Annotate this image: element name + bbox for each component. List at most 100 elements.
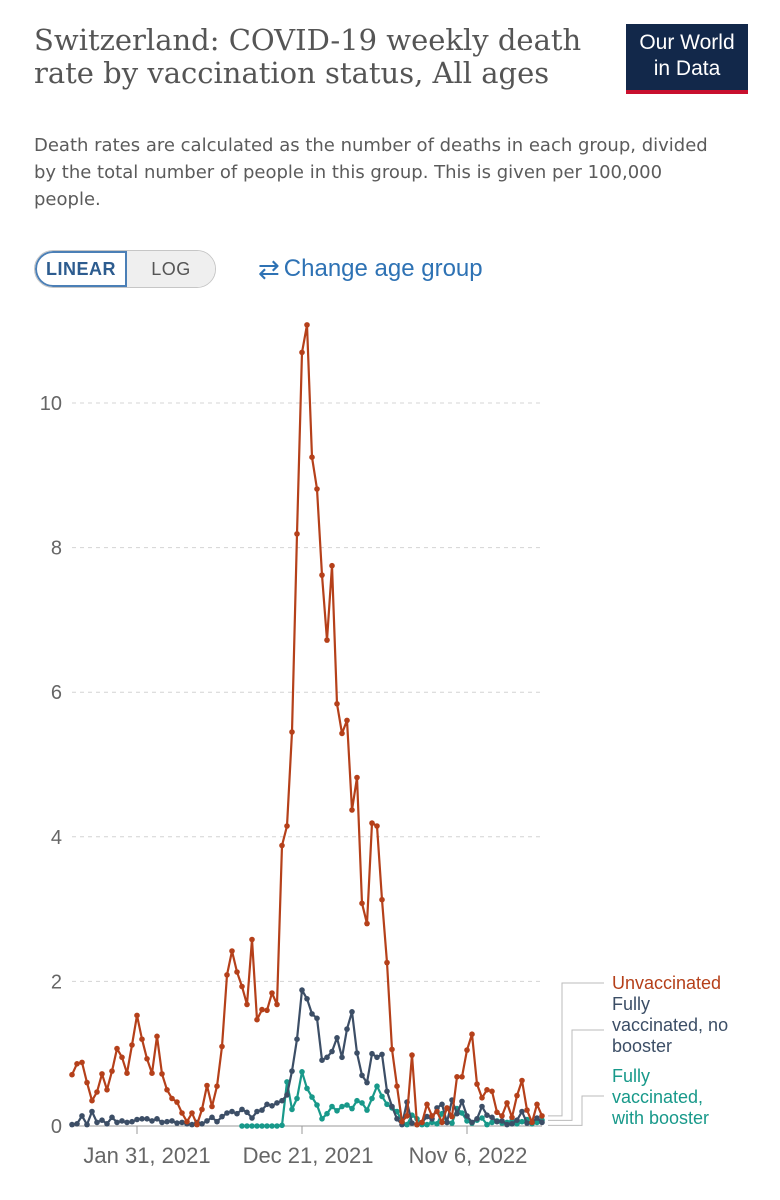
data-point-unvaccinated <box>429 1113 435 1119</box>
x-tick-label-1: Dec 21, 2021 <box>243 1143 374 1168</box>
linear-scale-button[interactable]: LINEAR <box>35 251 127 287</box>
data-point-fully-vaccinated-with-booster <box>334 1108 340 1114</box>
data-point-unvaccinated <box>494 1109 500 1116</box>
data-point-unvaccinated <box>339 730 345 737</box>
data-point-unvaccinated <box>294 531 300 537</box>
data-point-fully-vaccinated-no-booster <box>469 1119 475 1126</box>
data-point-unvaccinated <box>289 729 295 735</box>
data-point-unvaccinated <box>489 1088 495 1095</box>
data-point-unvaccinated <box>434 1108 440 1115</box>
data-point-fully-vaccinated-no-booster <box>79 1113 85 1119</box>
data-point-unvaccinated <box>364 920 370 927</box>
data-point-unvaccinated <box>134 1012 140 1019</box>
data-point-fully-vaccinated-with-booster <box>314 1102 320 1108</box>
data-point-fully-vaccinated-no-booster <box>324 1054 330 1061</box>
data-point-fully-vaccinated-no-booster <box>224 1110 230 1116</box>
series-unvaccinated <box>69 322 545 1128</box>
data-point-fully-vaccinated-no-booster <box>384 1088 390 1095</box>
data-point-fully-vaccinated-with-booster <box>254 1123 260 1129</box>
data-point-fully-vaccinated-no-booster <box>244 1109 250 1116</box>
legend-label-fully-no-booster-line-3: booster <box>612 1036 672 1056</box>
data-point-unvaccinated <box>334 701 340 707</box>
data-point-fully-vaccinated-no-booster <box>339 1054 345 1061</box>
data-point-fully-vaccinated-with-booster <box>279 1122 285 1129</box>
data-point-unvaccinated <box>369 820 375 826</box>
data-point-fully-vaccinated-with-booster <box>324 1110 330 1117</box>
scale-toggle: LINEAR LOG <box>34 250 216 288</box>
data-point-fully-vaccinated-no-booster <box>539 1119 545 1126</box>
series-line-unvaccinated <box>71 323 544 1126</box>
data-point-unvaccinated <box>184 1118 190 1125</box>
data-point-fully-vaccinated-with-booster <box>489 1119 495 1126</box>
data-point-unvaccinated <box>254 1016 260 1023</box>
data-point-unvaccinated <box>374 823 380 829</box>
data-point-fully-vaccinated-with-booster <box>354 1097 360 1104</box>
data-point-unvaccinated <box>79 1059 85 1066</box>
data-point-unvaccinated <box>169 1095 175 1102</box>
data-point-fully-vaccinated-no-booster <box>209 1114 215 1121</box>
y-tick-label-2: 2 <box>51 971 62 993</box>
data-point-fully-vaccinated-with-booster <box>404 1121 410 1128</box>
data-point-fully-vaccinated-with-booster <box>304 1085 310 1092</box>
data-point-fully-vaccinated-no-booster <box>524 1120 530 1126</box>
data-point-fully-vaccinated-no-booster <box>454 1110 460 1117</box>
data-point-unvaccinated <box>389 1046 395 1053</box>
data-point-fully-vaccinated-no-booster <box>204 1118 210 1124</box>
data-point-unvaccinated <box>469 1031 475 1037</box>
data-point-fully-vaccinated-with-booster <box>379 1093 385 1100</box>
data-point-unvaccinated <box>204 1082 210 1089</box>
data-point-fully-vaccinated-no-booster <box>234 1110 240 1117</box>
data-point-fully-vaccinated-no-booster <box>174 1120 180 1126</box>
data-point-unvaccinated <box>314 486 320 492</box>
data-point-fully-vaccinated-no-booster <box>74 1121 80 1127</box>
data-point-fully-vaccinated-no-booster <box>274 1100 280 1106</box>
data-point-fully-vaccinated-no-booster <box>374 1054 380 1061</box>
data-point-fully-vaccinated-with-booster <box>329 1103 335 1110</box>
y-tick-label-10: 10 <box>40 393 62 415</box>
data-point-fully-vaccinated-no-booster <box>264 1101 270 1108</box>
data-point-unvaccinated <box>519 1077 525 1084</box>
data-point-fully-vaccinated-no-booster <box>279 1097 285 1104</box>
data-point-unvaccinated <box>404 1113 410 1119</box>
data-point-unvaccinated <box>194 1121 200 1128</box>
data-point-fully-vaccinated-no-booster <box>149 1118 155 1124</box>
data-point-unvaccinated <box>299 349 305 356</box>
data-point-unvaccinated <box>324 637 330 643</box>
data-point-fully-vaccinated-no-booster <box>359 1072 365 1079</box>
data-point-fully-vaccinated-no-booster <box>369 1050 375 1057</box>
data-point-unvaccinated <box>344 717 350 724</box>
data-point-fully-vaccinated-no-booster <box>164 1118 170 1125</box>
y-tick-label-8: 8 <box>51 538 62 560</box>
data-point-fully-vaccinated-no-booster <box>424 1113 430 1120</box>
data-point-fully-vaccinated-no-booster <box>479 1103 485 1110</box>
data-point-fully-vaccinated-no-booster <box>484 1112 490 1118</box>
data-point-unvaccinated <box>129 1042 135 1048</box>
data-point-fully-vaccinated-no-booster <box>509 1121 515 1127</box>
data-point-fully-vaccinated-no-booster <box>294 1036 300 1042</box>
y-tick-label-6: 6 <box>51 682 62 704</box>
data-point-unvaccinated <box>234 969 240 975</box>
legend-label-fully-no-booster-line-1: Fully <box>612 994 650 1014</box>
data-point-fully-vaccinated-no-booster <box>84 1121 90 1128</box>
data-point-fully-vaccinated-with-booster <box>264 1123 270 1129</box>
data-point-fully-vaccinated-with-booster <box>434 1121 440 1127</box>
data-point-fully-vaccinated-no-booster <box>394 1116 400 1122</box>
data-point-unvaccinated <box>219 1043 225 1050</box>
change-age-group-button[interactable]: ⇄ Change age group <box>258 252 483 286</box>
data-point-fully-vaccinated-with-booster <box>459 1110 465 1116</box>
data-point-unvaccinated <box>504 1100 510 1106</box>
data-point-fully-vaccinated-with-booster <box>239 1123 245 1129</box>
data-point-fully-vaccinated-no-booster <box>119 1118 125 1124</box>
data-point-unvaccinated <box>189 1110 195 1116</box>
data-point-fully-vaccinated-no-booster <box>519 1108 525 1115</box>
data-point-unvaccinated <box>264 1007 270 1014</box>
data-point-fully-vaccinated-no-booster <box>189 1121 195 1128</box>
data-point-fully-vaccinated-with-booster <box>349 1105 355 1112</box>
owid-logo[interactable]: Our World in Data <box>626 24 748 94</box>
log-scale-button[interactable]: LOG <box>127 251 215 287</box>
data-point-unvaccinated <box>439 1119 445 1126</box>
data-point-unvaccinated <box>484 1087 490 1093</box>
data-point-fully-vaccinated-no-booster <box>474 1116 480 1122</box>
data-point-unvaccinated <box>209 1103 215 1110</box>
data-point-unvaccinated <box>354 774 360 781</box>
